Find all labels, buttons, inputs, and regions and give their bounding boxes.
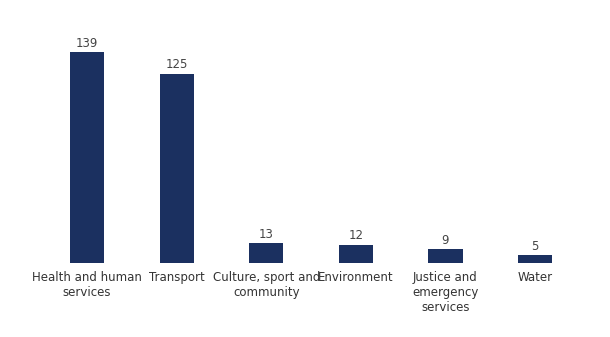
Bar xyxy=(339,245,373,263)
Bar xyxy=(70,52,104,263)
Bar xyxy=(428,249,462,263)
Text: 5: 5 xyxy=(531,240,539,253)
Bar xyxy=(249,243,283,263)
Bar xyxy=(160,73,194,263)
Text: 125: 125 xyxy=(165,58,188,71)
Bar xyxy=(518,255,552,263)
Text: 9: 9 xyxy=(442,234,449,247)
Text: 13: 13 xyxy=(259,228,274,241)
Text: 12: 12 xyxy=(348,229,364,242)
Text: 139: 139 xyxy=(76,37,98,50)
